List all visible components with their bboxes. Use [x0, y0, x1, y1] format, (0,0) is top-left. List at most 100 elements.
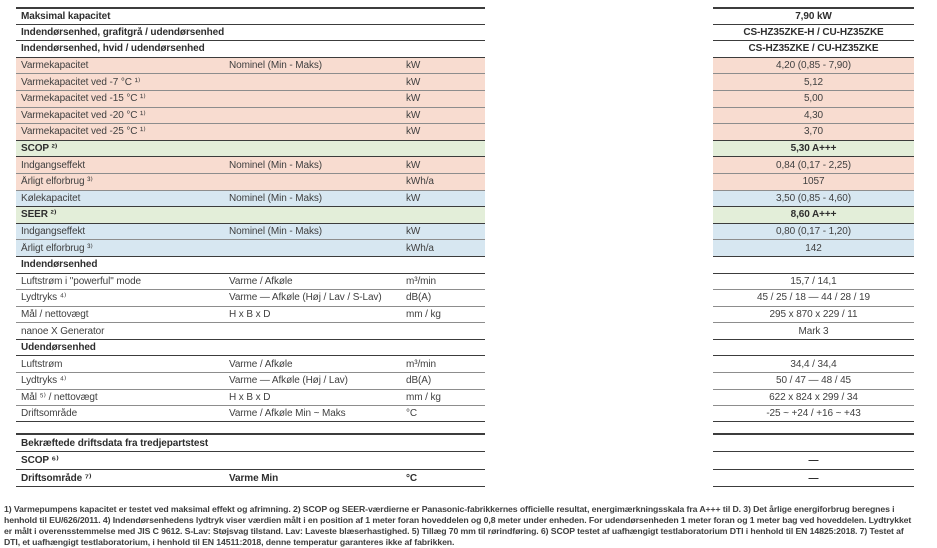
row-label: Årligt elforbrug ³⁾ [21, 176, 93, 188]
row-label: Mål / nettovægt [21, 308, 89, 320]
row-label: Indgangseffekt [21, 226, 86, 238]
row-value: 1057 [713, 172, 914, 190]
table-row: Varmekapacitet ved -20 °C ¹⁾ kW 4,30 [16, 106, 914, 124]
row-unit: °C [406, 472, 418, 484]
row-value [713, 433, 914, 451]
row-value: 50 / 47 — 48 / 45 [713, 372, 914, 389]
row-value: 5,12 [713, 73, 914, 90]
row-value [713, 255, 914, 273]
row-unit: kW [406, 109, 421, 121]
row-value: 45 / 25 / 18 — 44 / 28 / 19 [713, 289, 914, 306]
row-value: 8,60 A+++ [713, 206, 914, 223]
row-label: Maksimal kapacitet [21, 10, 111, 22]
footnotes-text: 1) Varmepumpens kapacitet er testet ved … [4, 504, 912, 547]
row-desc: Nominel (Min - Maks) [229, 226, 323, 238]
table-row: Indendørsenhed [16, 255, 914, 273]
row-value: 0,80 (0,17 - 1,20) [713, 222, 914, 240]
row-desc: H x B x D [229, 391, 271, 403]
row-value: CS-HZ35ZKE-H / CU-HZ35ZKE [713, 23, 914, 41]
table-row: Mål / nettovægt H x B x D mm / kg 295 x 87… [16, 305, 914, 323]
row-label: Varmekapacitet ved -25 °C ¹⁾ [21, 126, 146, 138]
row-desc: Nominel (Min - Maks) [229, 60, 323, 72]
row-value: 5,00 [713, 89, 914, 107]
row-value: 15,7 / 14,1 [713, 272, 914, 290]
table-row: Varmekapacitet Nominel (Min - Maks) kW 4,2… [16, 56, 914, 74]
row-unit: kW [406, 76, 421, 88]
table-row: Varmekapacitet ved -7 °C ¹⁾ kW 5,12 [16, 73, 914, 90]
table-row: Årligt elforbrug ³⁾ kWh/a 1057 [16, 172, 914, 190]
row-unit: kW [406, 126, 421, 138]
row-value: 0,84 (0,17 - 2,25) [713, 156, 914, 173]
table-row: Udendørsenhed [16, 338, 914, 356]
row-value: 622 x 824 x 299 / 34 [713, 388, 914, 406]
row-label: Kølekapacitet [21, 192, 81, 204]
spec-table: Maksimal kapacitet 7,90 kW Indendørsenhe… [16, 7, 914, 422]
row-value: — [713, 469, 914, 487]
row-label: Lydtryks ⁴⁾ [21, 292, 67, 304]
row-label: Varmekapacitet ved -7 °C ¹⁾ [21, 76, 141, 88]
table-row: Luftstrøm i "powerful" mode Varme / Afkøl… [16, 272, 914, 290]
row-value: 34,4 / 34,4 [713, 355, 914, 372]
row-value: -25 ~ +24 / +16 ~ +43 [713, 405, 914, 422]
row-label: Varmekapacitet [21, 60, 89, 72]
row-label: Indgangseffekt [21, 159, 86, 171]
row-label: Luftstrøm i "powerful" mode [21, 275, 141, 287]
table-row: Indendørsenhed, grafitgrå / udendørsenhe… [16, 23, 914, 41]
row-desc: Varme / Afkøle [229, 358, 293, 370]
row-value: 3,50 (0,85 - 4,60) [713, 189, 914, 207]
table-row: Indgangseffekt Nominel (Min - Maks) kW 0,8… [16, 156, 914, 173]
row-unit: dB(A) [406, 375, 432, 387]
row-label: Indendørsenhed, grafitgrå / udendørsenhe… [21, 26, 225, 38]
row-unit: dB(A) [406, 292, 432, 304]
row-unit: mm / kg [406, 391, 441, 403]
row-desc: Varme / Afkøle Min ~ Maks [229, 408, 346, 420]
row-value: Mark 3 [713, 322, 914, 339]
table-row: Driftsområde ⁷⁾ Varme Min °C — [16, 469, 914, 487]
table-row: Indgangseffekt Nominel (Min - Maks) kW 0,8… [16, 222, 914, 240]
row-desc: Nominel (Min - Maks) [229, 192, 323, 204]
row-label: Udendørsenhed [21, 342, 96, 354]
row-desc: Varme / Afkøle [229, 275, 293, 287]
table-row: SCOP ²⁾ 5,30 A+++ [16, 139, 914, 157]
row-value: CS-HZ35ZKE / CU-HZ35ZKE [713, 40, 914, 57]
table-row: Varmekapacitet ved -25 °C ¹⁾ kW 3,70 [16, 123, 914, 140]
row-desc: Nominel (Min - Maks) [229, 159, 323, 171]
row-label: Indendørsenhed [21, 259, 98, 271]
row-label: nanoe X Generator [21, 325, 105, 337]
row-label: Bekræftede driftsdata fra tredjepartstes… [21, 437, 209, 449]
row-label: Årligt elforbrug ³⁾ [21, 242, 93, 254]
row-unit: kW [406, 192, 421, 204]
row-label: Luftstrøm [21, 358, 63, 370]
table-row: nanoe X Generator Mark 3 [16, 322, 914, 339]
table-row: Driftsområde Varme / Afkøle Min ~ Maks °C … [16, 405, 914, 422]
row-value: 4,20 (0,85 - 7,90) [713, 56, 914, 74]
row-label: Driftsområde [21, 408, 78, 420]
row-value: 7,90 kW [713, 7, 914, 24]
table-row: Bekræftede driftsdata fra tredjepartstes… [16, 433, 914, 451]
row-label: SCOP ²⁾ [21, 143, 58, 155]
row-value: 4,30 [713, 106, 914, 124]
row-value: 142 [713, 239, 914, 256]
row-label: Driftsområde ⁷⁾ [21, 472, 92, 484]
row-value: 5,30 A+++ [713, 139, 914, 157]
row-label: Lydtryks ⁴⁾ [21, 375, 67, 387]
row-desc: Varme — Afkøle (Høj / Lav) [229, 375, 348, 387]
row-unit: kW [406, 60, 421, 72]
table-row: Maksimal kapacitet 7,90 kW [16, 7, 914, 24]
table-row: Luftstrøm Varme / Afkøle m³/min 34,4 / 34,… [16, 355, 914, 372]
row-unit: m³/min [406, 275, 436, 287]
row-value: 3,70 [713, 123, 914, 140]
row-label: SCOP ⁶⁾ [21, 455, 59, 466]
row-unit: kW [406, 159, 421, 171]
row-unit: kWh/a [406, 176, 434, 188]
row-unit: °C [406, 408, 418, 420]
row-label: Mål ⁵⁾ / nettovægt [21, 391, 98, 403]
row-label: Indendørsenhed, hvid / udendørsenhed [21, 43, 205, 55]
table-row: SCOP ⁶⁾ — [16, 451, 914, 469]
row-desc: Varme — Afkøle (Høj / Lav / S-Lav) [229, 292, 382, 304]
table-row: Mål ⁵⁾ / nettovægt H x B x D mm / kg 622 x… [16, 388, 914, 406]
row-label: Varmekapacitet ved -15 °C ¹⁾ [21, 93, 146, 105]
row-label: SEER ²⁾ [21, 209, 57, 221]
row-unit: kWh/a [406, 242, 434, 254]
